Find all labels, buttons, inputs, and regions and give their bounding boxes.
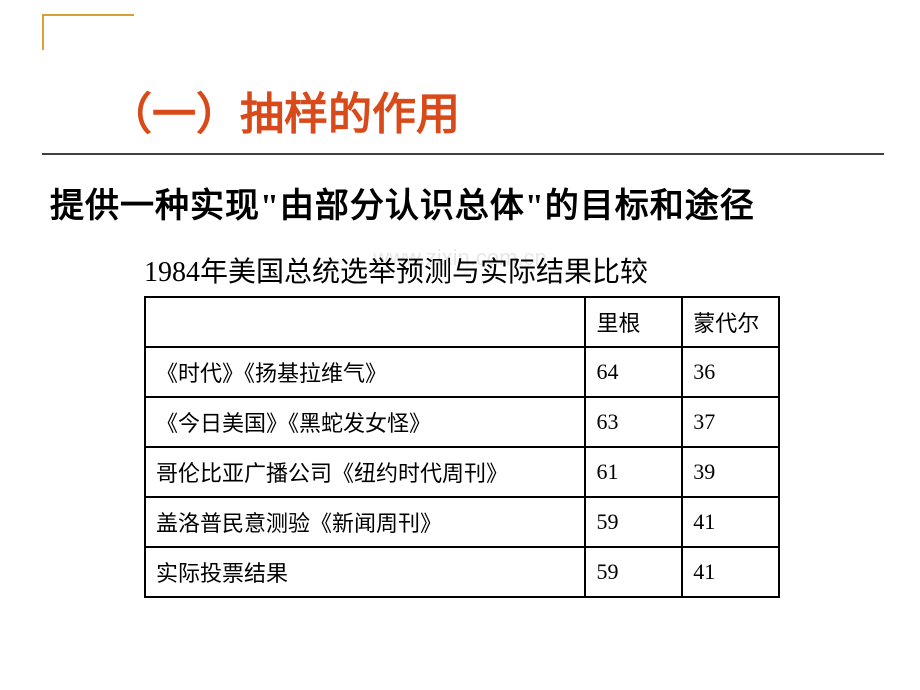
- table-header-row: 里根 蒙代尔: [145, 297, 779, 347]
- col1-cell: 64: [585, 347, 682, 397]
- col1-cell: 59: [585, 547, 682, 597]
- header-source-cell: [145, 297, 585, 347]
- corner-border-decoration: [42, 14, 134, 50]
- horizontal-divider: [42, 153, 884, 155]
- table-caption: 1984年美国总统选举预测与实际结果比较: [144, 250, 648, 290]
- source-cell: 哥伦比亚广播公司《纽约时代周刊》: [145, 447, 585, 497]
- table-row: 盖洛普民意测验《新闻周刊》 59 41: [145, 497, 779, 547]
- col2-cell: 39: [682, 447, 779, 497]
- col1-cell: 63: [585, 397, 682, 447]
- table-row: 《时代》《扬基拉维气》 64 36: [145, 347, 779, 397]
- source-cell: 《时代》《扬基拉维气》: [145, 347, 585, 397]
- header-col2-cell: 蒙代尔: [682, 297, 779, 347]
- col2-cell: 41: [682, 547, 779, 597]
- page-title: （一）抽样的作用: [108, 78, 460, 142]
- col1-cell: 59: [585, 497, 682, 547]
- table-row: 《今日美国》《黑蛇发女怪》 63 37: [145, 397, 779, 447]
- col1-cell: 61: [585, 447, 682, 497]
- col2-cell: 36: [682, 347, 779, 397]
- data-table-container: 里根 蒙代尔 《时代》《扬基拉维气》 64 36 《今日美国》《黑蛇发女怪》 6…: [144, 296, 780, 598]
- col2-cell: 41: [682, 497, 779, 547]
- header-col1-cell: 里根: [585, 297, 682, 347]
- election-table: 里根 蒙代尔 《时代》《扬基拉维气》 64 36 《今日美国》《黑蛇发女怪》 6…: [144, 296, 780, 598]
- source-cell: 盖洛普民意测验《新闻周刊》: [145, 497, 585, 547]
- table-row: 哥伦比亚广播公司《纽约时代周刊》 61 39: [145, 447, 779, 497]
- source-cell: 实际投票结果: [145, 547, 585, 597]
- subtitle-text: 提供一种实现"由部分认识总体"的目标和途径: [50, 178, 755, 227]
- source-cell: 《今日美国》《黑蛇发女怪》: [145, 397, 585, 447]
- col2-cell: 37: [682, 397, 779, 447]
- table-row: 实际投票结果 59 41: [145, 547, 779, 597]
